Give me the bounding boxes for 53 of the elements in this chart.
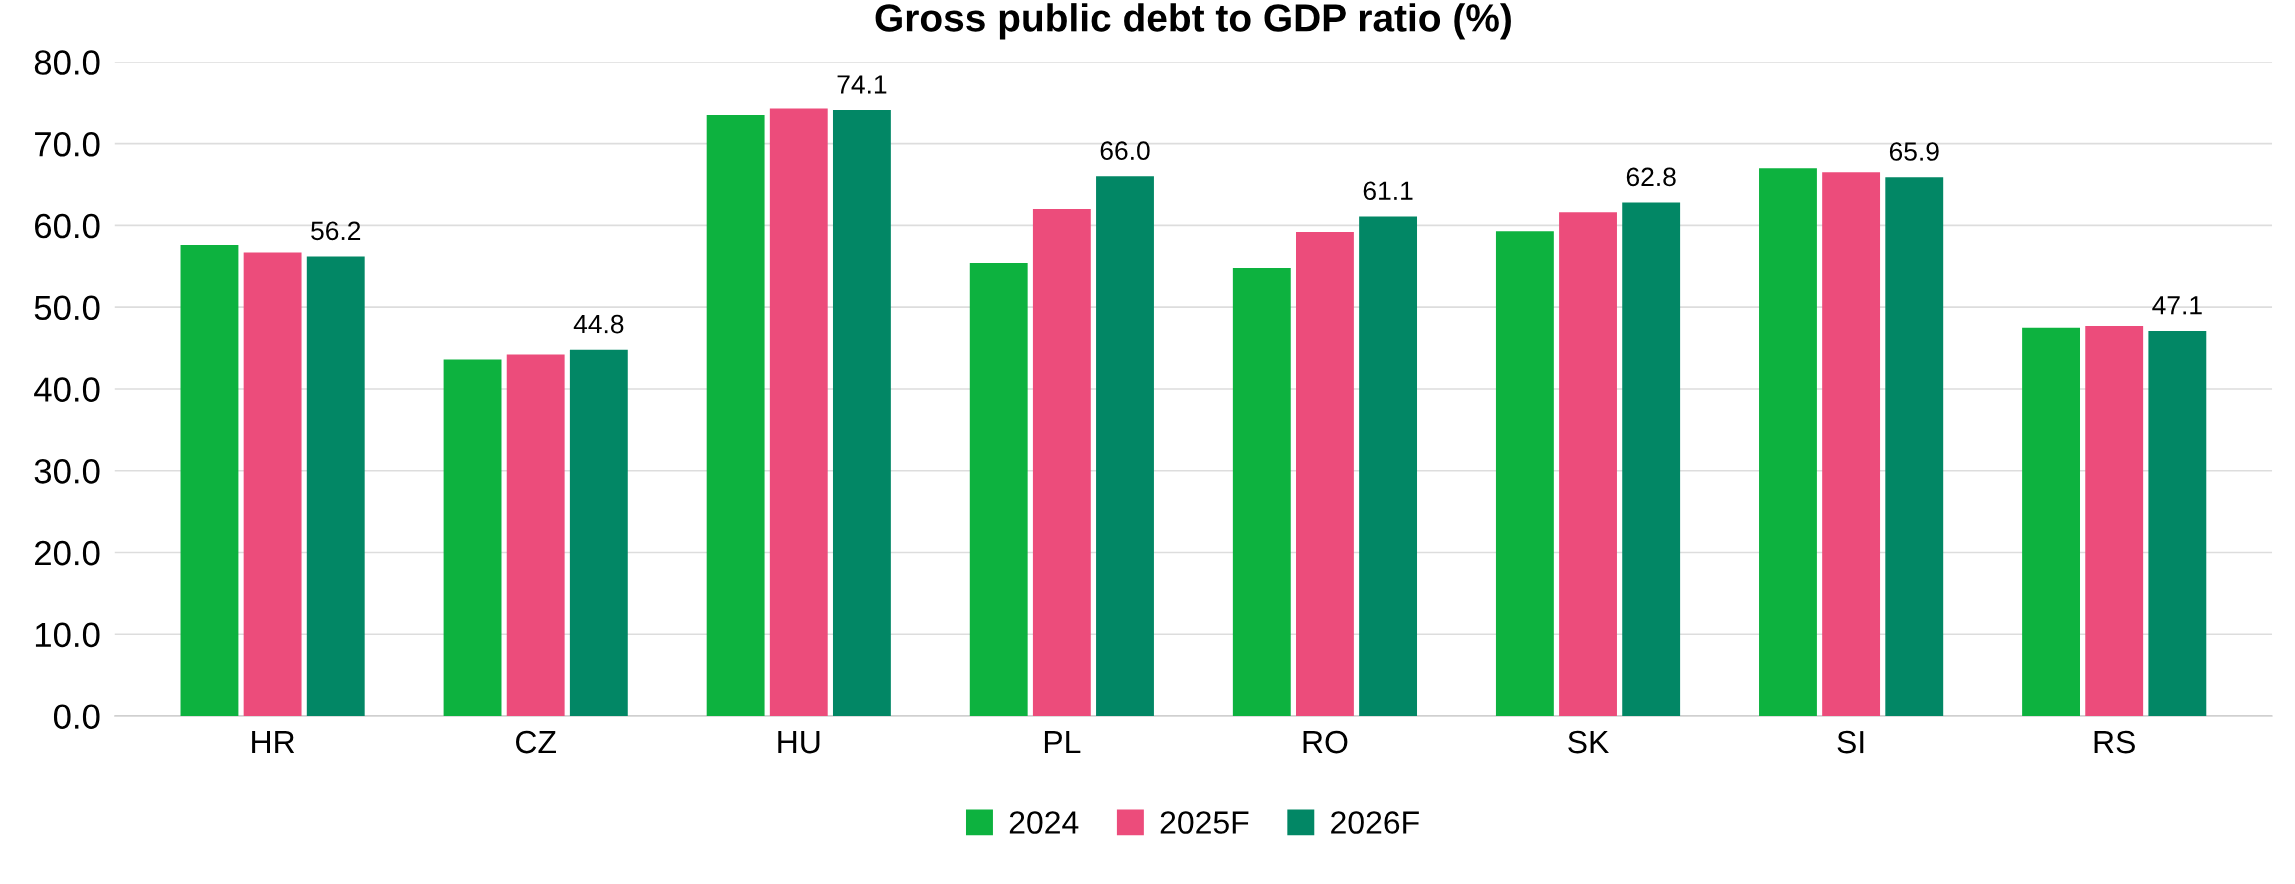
- bar: [1032, 209, 1091, 717]
- bar: [1759, 168, 1817, 717]
- bar: [832, 110, 891, 717]
- legend-label: 2026F: [1331, 811, 1419, 834]
- y-tick-label: 50.0: [34, 295, 100, 321]
- y-tick-label: 70.0: [35, 131, 100, 157]
- data-label: 74.1: [837, 75, 887, 94]
- bar: [1885, 177, 1944, 717]
- chart-title: Gross public debt to GDP ratio (%): [875, 3, 1511, 40]
- bar: [2022, 327, 2080, 717]
- data-label: 61.1: [1363, 181, 1413, 201]
- x-tick-label: HR: [252, 731, 295, 754]
- x-tick-label: HU: [778, 731, 820, 754]
- bar: [180, 245, 239, 717]
- x-tick-label: PL: [1044, 731, 1081, 754]
- y-tick-label: 80.0: [34, 50, 100, 75]
- bar: [1495, 231, 1554, 717]
- bar: [1296, 231, 1354, 717]
- y-tick-label: 20.0: [35, 540, 100, 566]
- bar: [969, 263, 1028, 717]
- x-tick-label: RO: [1303, 730, 1348, 754]
- bar: [243, 252, 302, 717]
- y-tick-label: 0.0: [53, 704, 100, 729]
- data-label: 62.8: [1626, 167, 1676, 187]
- bar: [2148, 330, 2207, 717]
- y-tick-label: 10.0: [35, 622, 100, 648]
- bar: [1559, 212, 1617, 717]
- legend-label: 2024: [1009, 811, 1079, 834]
- data-label: 66.0: [1100, 141, 1150, 161]
- bar: [1096, 176, 1154, 717]
- y-tick-label: 30.0: [34, 459, 100, 484]
- x-tick-label: SK: [1568, 730, 1609, 754]
- x-tick-label: SI: [1837, 730, 1864, 754]
- bar: [569, 349, 628, 717]
- x-tick-label: CZ: [516, 730, 556, 754]
- data-label: 56.2: [311, 221, 361, 241]
- bar: [1622, 202, 1681, 717]
- bar: [1822, 172, 1881, 717]
- bar: [1359, 216, 1418, 717]
- x-tick-label: RS: [2094, 730, 2135, 754]
- data-label: 65.9: [1889, 142, 1939, 161]
- legend-label: 2025F: [1160, 811, 1249, 834]
- bar: [2085, 326, 2144, 717]
- bar: [443, 359, 502, 717]
- data-label: 47.1: [2152, 296, 2202, 315]
- y-tick-label: 60.0: [35, 213, 100, 239]
- bar: [1232, 267, 1291, 717]
- bar: [506, 354, 565, 717]
- bar: [769, 108, 828, 717]
- bar: [306, 256, 365, 717]
- bar: [706, 115, 765, 717]
- y-tick-label: 40.0: [34, 377, 100, 402]
- data-label: 44.8: [573, 314, 624, 334]
